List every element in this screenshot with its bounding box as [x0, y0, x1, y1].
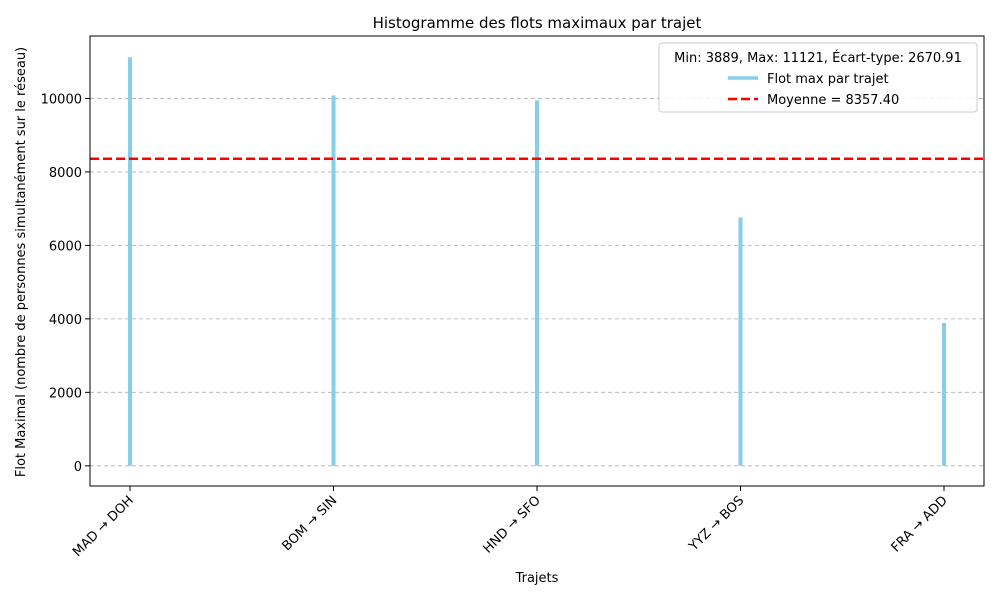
y-axis-label: Flot Maximal (nombre de personnes simult…	[14, 47, 29, 477]
y-tick-label: 8000	[49, 166, 82, 181]
bar	[535, 100, 539, 466]
legend-title: Min: 3889, Max: 11121, Écart-type: 2670.…	[674, 50, 962, 66]
legend-box	[658, 42, 978, 113]
chart-title: Histogramme des flots maximaux par traje…	[373, 14, 702, 32]
y-tick-label: 2000	[49, 386, 82, 401]
bar	[942, 322, 946, 466]
y-axis-ticks: 0 2000 4000 6000 8000 10000	[41, 92, 90, 475]
y-tick-label: 4000	[49, 313, 82, 328]
legend: Min: 3889, Max: 11121, Écart-type: 2670.…	[658, 42, 978, 113]
bar	[128, 57, 132, 466]
y-tick-label: 6000	[49, 239, 82, 254]
legend-label-series: Flot max par trajet	[767, 72, 889, 87]
x-axis-label: Trajets	[515, 571, 559, 586]
y-grid	[90, 98, 984, 467]
bar	[738, 217, 743, 466]
bar	[331, 95, 336, 466]
y-tick-label: 10000	[41, 92, 82, 107]
y-tick-label: 0	[74, 460, 82, 475]
bars-group	[128, 57, 946, 466]
legend-label-mean: Moyenne = 8357.40	[767, 93, 899, 108]
